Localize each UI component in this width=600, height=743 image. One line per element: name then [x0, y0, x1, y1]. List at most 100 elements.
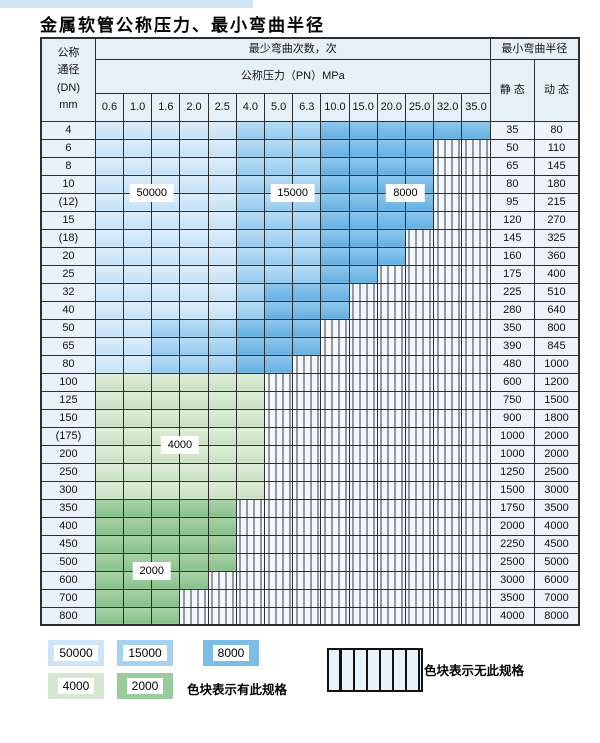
static-cell: 3000	[489, 570, 536, 590]
spec-cell	[179, 408, 209, 428]
spec-cell	[404, 606, 435, 626]
spec-cell	[461, 138, 491, 158]
spec-cell	[348, 138, 378, 158]
spec-cell	[292, 498, 322, 518]
dynamic-cell: 510	[534, 282, 580, 302]
static-cell: 4000	[489, 606, 536, 626]
spec-cell	[433, 390, 463, 410]
spec-cell	[376, 426, 406, 446]
spec-cell	[376, 318, 406, 338]
spec-cell	[179, 210, 209, 230]
spec-cell	[376, 210, 406, 230]
table-row: 200 1000 2000	[40, 444, 580, 464]
dn-cell: 65	[40, 336, 96, 356]
spec-cell	[376, 516, 406, 536]
spec-cell	[461, 498, 491, 518]
spec-cell	[461, 570, 491, 590]
page-title: 金属软管公称压力、最小弯曲半径	[40, 16, 325, 36]
spec-cell	[235, 246, 266, 266]
spec-cell	[320, 498, 350, 518]
legend-unavailable-text: 色块表示无此规格	[424, 664, 525, 678]
spec-cell	[348, 192, 378, 212]
spec-cell	[292, 408, 322, 428]
spec-cell	[320, 156, 350, 176]
spec-cell	[376, 570, 406, 590]
spec-cell	[348, 462, 378, 482]
cycle-count-label: 2000	[132, 562, 171, 580]
spec-cell	[123, 264, 153, 284]
spec-cell	[123, 210, 153, 230]
spec-cell	[320, 336, 350, 356]
dynamic-cell: 640	[534, 300, 580, 320]
spec-cell	[461, 210, 491, 230]
spec-cell	[433, 282, 463, 302]
spec-cell	[292, 462, 322, 482]
spec-cell	[123, 408, 153, 428]
spec-cell	[292, 552, 322, 572]
static-cell: 95	[489, 192, 536, 212]
spec-cell	[235, 282, 266, 302]
dn-cell: 800	[40, 606, 96, 626]
spec-cell	[263, 462, 294, 482]
dynamic-cell: 1800	[534, 408, 580, 428]
spec-cell	[179, 516, 209, 536]
pressure-col-header: 1.0	[123, 92, 153, 122]
spec-cell	[179, 372, 209, 392]
spec-cell	[376, 552, 406, 572]
spec-cell	[263, 156, 294, 176]
spec-cell	[292, 156, 322, 176]
legend-swatch-2000: 2000	[117, 673, 173, 699]
spec-cell	[235, 120, 266, 140]
spec-cell	[235, 606, 266, 626]
spec-cell	[348, 390, 378, 410]
spec-cell	[123, 480, 153, 500]
spec-cell	[207, 354, 237, 374]
spec-cell	[461, 120, 491, 140]
pressure-col-header: 1.6	[151, 92, 181, 122]
spec-cell	[320, 390, 350, 410]
spec-cell	[348, 444, 378, 464]
dn-cell: 15	[40, 210, 96, 230]
spec-cell	[94, 264, 125, 284]
spec-cell	[263, 588, 294, 608]
table-row: 600 3000 6000	[40, 570, 580, 590]
spec-cell	[94, 516, 125, 536]
spec-cell	[123, 120, 153, 140]
dn-cell: 300	[40, 480, 96, 500]
table-row: 50 350 800	[40, 318, 580, 338]
spec-cell	[348, 174, 378, 194]
spec-cell	[263, 264, 294, 284]
table-row: 250 1250 2500	[40, 462, 580, 482]
spec-cell	[94, 318, 125, 338]
spec-cell	[433, 354, 463, 374]
dn-cell: 500	[40, 552, 96, 572]
spec-cell	[433, 372, 463, 392]
static-cell: 2500	[489, 552, 536, 572]
pressure-col-header: 6.3	[292, 92, 322, 122]
spec-cell	[179, 120, 209, 140]
spec-cell	[348, 228, 378, 248]
spec-cell	[320, 570, 350, 590]
cycle-count-label: 50000	[129, 184, 175, 202]
cycle-count-label: 4000	[160, 436, 200, 454]
spec-cell	[348, 516, 378, 536]
spec-cell	[123, 444, 153, 464]
table-row: 700 3500 7000	[40, 588, 580, 608]
spec-cell	[292, 390, 322, 410]
dynamic-header: 动 态	[534, 58, 580, 122]
spec-cell	[207, 192, 237, 212]
spec-cell	[263, 498, 294, 518]
spec-cell	[433, 480, 463, 500]
spec-cell	[292, 426, 322, 446]
spec-cell	[151, 138, 181, 158]
static-cell: 900	[489, 408, 536, 428]
legend-swatch-15000: 15000	[117, 640, 173, 666]
spec-cell	[235, 318, 266, 338]
dn-cell: 250	[40, 462, 96, 482]
spec-cell	[263, 426, 294, 446]
spec-cell	[94, 300, 125, 320]
spec-cell	[461, 156, 491, 176]
dynamic-cell: 1200	[534, 372, 580, 392]
spec-cell	[94, 336, 125, 356]
spec-cell	[404, 318, 435, 338]
